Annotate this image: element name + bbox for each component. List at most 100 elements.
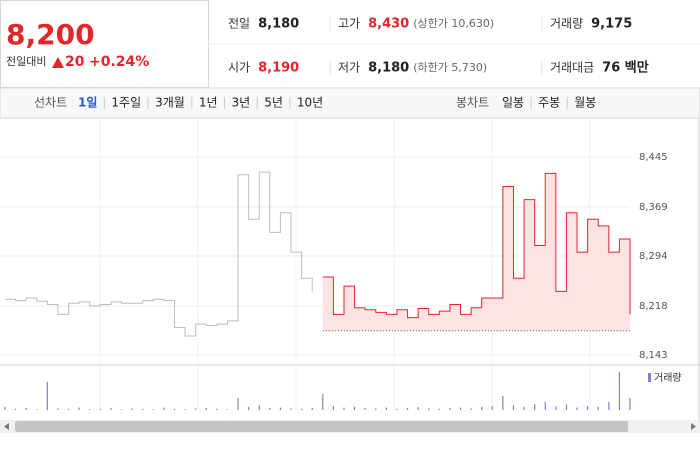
volume-bar	[449, 408, 451, 410]
volume-bar	[417, 407, 419, 410]
volume-bar	[629, 398, 631, 410]
field-label: 시가	[228, 61, 250, 75]
tab[interactable]: 1주일	[111, 96, 141, 110]
volume-bar	[332, 406, 334, 410]
volume-bar	[491, 406, 493, 410]
tab[interactable]: 일봉	[502, 96, 524, 110]
field-value: 8,180	[258, 17, 299, 32]
scroll-thumb[interactable]	[15, 421, 628, 432]
chart: 거래량 8,143 8,218 8,294 8,369 8,445	[0, 118, 700, 420]
y-tick-label: 8,369	[639, 202, 668, 213]
tab[interactable]: 3개월	[155, 96, 185, 110]
volume-bar	[406, 408, 409, 410]
volume-bar	[290, 408, 292, 410]
field-label: 전일	[228, 17, 250, 31]
y-tick-label: 8,294	[639, 251, 668, 262]
volume-bar	[481, 406, 483, 410]
tab[interactable]: 3년	[232, 96, 251, 110]
volume-bar	[205, 408, 207, 410]
field-value: 8,430	[368, 17, 409, 32]
volume-bar	[99, 408, 101, 410]
volume-bar	[67, 408, 70, 410]
field-note: (상한가 10,630)	[413, 17, 494, 30]
volume-bar	[353, 406, 356, 410]
volume-bar	[226, 409, 229, 410]
volume-bar	[523, 406, 525, 410]
area	[322, 173, 630, 331]
volume-bar	[110, 408, 112, 410]
volume-bar	[343, 407, 345, 410]
volume-bar	[544, 402, 546, 410]
tab[interactable]: 5년	[264, 96, 283, 110]
volume-bar	[57, 408, 59, 410]
tab-bar	[0, 87, 700, 119]
field-label: 거래대금	[550, 61, 594, 75]
volume-bar	[438, 408, 440, 410]
volume-bar	[14, 408, 17, 410]
y-tick-label: 8,445	[639, 152, 668, 163]
volume-bar	[428, 408, 430, 410]
volume-bar	[502, 396, 504, 410]
scroll-right[interactable]	[691, 423, 696, 430]
field-note: (하한가 5,730)	[413, 60, 487, 74]
volume-bar	[237, 398, 239, 410]
volume-bar	[269, 408, 271, 410]
volume-bar	[301, 408, 303, 410]
volume-bar	[120, 409, 123, 410]
volume-bar	[258, 405, 260, 410]
volume-bar	[618, 372, 621, 410]
volume-bar	[534, 404, 536, 410]
volume-bar	[248, 406, 250, 410]
volume-bar	[216, 408, 218, 410]
y-tick-label: 8,218	[639, 301, 668, 312]
tab-label: 선차트	[34, 96, 67, 110]
volume-bar	[163, 407, 165, 410]
field-value: 9,175	[591, 17, 632, 32]
volume-bar	[78, 407, 80, 410]
volume-bar	[184, 409, 186, 410]
field-value: 8,180	[368, 61, 409, 76]
field-label: 거래량	[550, 17, 583, 31]
volume-bar	[512, 405, 515, 410]
price-box	[0, 0, 209, 88]
volume-bar	[173, 408, 176, 410]
volume-bar	[322, 394, 324, 410]
volume-bar	[608, 402, 610, 410]
volume-bar	[142, 408, 144, 410]
volume-bar	[459, 407, 462, 410]
field-label: 고가	[338, 17, 360, 31]
y-tick-label: 8,143	[639, 350, 668, 361]
up-arrow	[52, 57, 64, 68]
volume-bar	[25, 408, 27, 410]
volume-bar	[576, 407, 578, 410]
tab[interactable]: 1년	[199, 96, 218, 110]
legend-swatch	[648, 373, 651, 382]
volume-bar	[152, 409, 154, 410]
change: 20	[65, 54, 85, 70]
tab-label: 봉차트	[456, 96, 489, 110]
volume-bar	[311, 408, 313, 410]
field-value: 8,190	[258, 61, 299, 76]
volume-bar	[597, 406, 599, 410]
volume-bar	[565, 404, 568, 410]
field-value: 76 백만	[602, 60, 649, 76]
price-line	[322, 172, 631, 319]
scroll-left[interactable]	[4, 423, 9, 430]
field-label: 저가	[338, 61, 360, 75]
volume-bar	[195, 408, 197, 410]
current-price: 8,200	[6, 18, 95, 51]
tab[interactable]: 10년	[297, 96, 323, 110]
tab[interactable]: 월봉	[574, 96, 596, 110]
period-tabs[interactable]: 선차트 1일 1주일 3개월 1년 3년 5년 10년 봉차트 일봉 주봉 월봉	[34, 96, 596, 110]
tab[interactable]: 1일	[78, 96, 97, 110]
volume-bar	[385, 407, 387, 410]
volume-bar	[555, 406, 557, 410]
volume-bar	[375, 408, 377, 410]
tab[interactable]: 주봉	[538, 96, 560, 110]
volume-bar	[46, 382, 48, 410]
volume-bar	[396, 408, 398, 410]
legend-label: 거래량	[654, 372, 682, 384]
price-line	[5, 171, 313, 337]
change-pct: +0.24%	[89, 54, 149, 70]
